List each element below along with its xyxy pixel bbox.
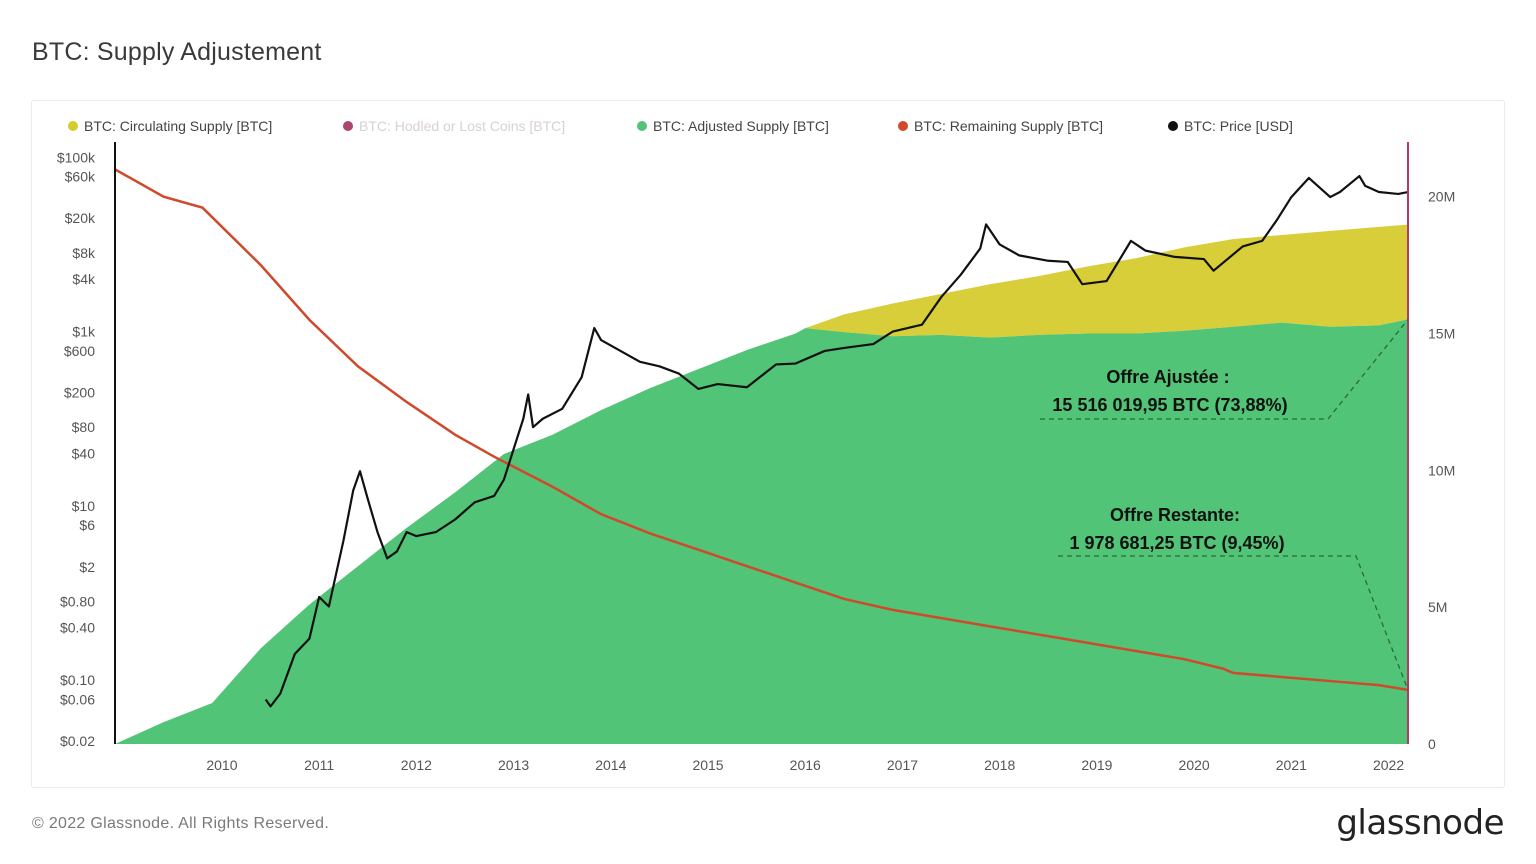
- legend-item-1: BTC: Circulating Supply [BTC]: [68, 118, 272, 134]
- left-tick-label-11: $10: [72, 498, 96, 514]
- x-tick-label-2014: 2014: [595, 757, 626, 773]
- right-tick-label-3: 10M: [1428, 462, 1455, 478]
- chart-frame: [31, 100, 1505, 788]
- x-tick-label-2017: 2017: [887, 757, 918, 773]
- left-tick-label-3: $20k: [65, 210, 96, 226]
- line-price: [264, 174, 1409, 708]
- left-tick-label-10: $40: [72, 445, 96, 461]
- legend-swatch-4: [898, 121, 908, 131]
- left-tick-label-14: $0.80: [60, 593, 95, 609]
- series-lines: [114, 168, 1409, 708]
- annotation-remaining-leader: [1058, 555, 1409, 691]
- x-tick-label-2012: 2012: [401, 757, 432, 773]
- line-remaining-supply: [114, 168, 1409, 692]
- x-tick-label-2011: 2011: [304, 757, 334, 773]
- left-tick-label-5: $4k: [72, 271, 96, 287]
- glassnode-logo[interactable]: glassnode: [1336, 803, 1504, 843]
- right-tick-label-1: 20M: [1428, 189, 1455, 205]
- left-tick-label-6: $1k: [72, 324, 96, 340]
- copyright-text: © 2022 Glassnode. All Rights Reserved.: [32, 815, 330, 832]
- x-tick-label-2013: 2013: [498, 757, 529, 773]
- chart-title: BTC: Supply Adjustement: [32, 38, 322, 66]
- annotation-adjusted-value: 15 516 019,95 BTC (73,88%): [1052, 395, 1287, 415]
- legend-label-1: BTC: Circulating Supply [BTC]: [84, 118, 272, 134]
- axes: 2010 2011 2012 2013 2014 2015 2016 2017 2018 2019…: [57, 142, 1455, 773]
- legend-swatch-1: [68, 121, 78, 131]
- x-tick-label-2020: 2020: [1179, 757, 1210, 773]
- legend-label-4: BTC: Remaining Supply [BTC]: [914, 118, 1103, 134]
- left-tick-label-16: $0.10: [60, 672, 95, 688]
- left-tick-label-13: $2: [79, 559, 95, 575]
- left-tick-label-18: $0.02: [60, 733, 95, 749]
- legend-item-3: BTC: Adjusted Supply [BTC]: [637, 118, 829, 134]
- left-tick-label-2: $60k: [65, 169, 96, 185]
- legend-swatch-3: [637, 121, 647, 131]
- right-tick-label-2: 15M: [1428, 326, 1455, 342]
- x-tick-label-2022: 2022: [1373, 757, 1404, 773]
- legend-item-5: BTC: Price [USD]: [1168, 118, 1293, 134]
- x-tick-label-2015: 2015: [692, 757, 723, 773]
- annotation-adjusted-leader: [1040, 319, 1409, 420]
- left-tick-label-4: $8k: [72, 245, 96, 261]
- annotation-remaining-title: Offre Restante:: [1110, 505, 1240, 525]
- legend-swatch-5: [1168, 121, 1178, 131]
- annotation-remaining-value: 1 978 681,25 BTC (9,45%): [1069, 533, 1284, 553]
- x-tick-label-2021: 2021: [1276, 757, 1307, 773]
- left-tick-label-12: $6: [79, 517, 95, 533]
- left-tick-label-17: $0.06: [60, 691, 95, 707]
- legend-swatch-2: [343, 121, 353, 131]
- legend-label-3: BTC: Adjusted Supply [BTC]: [653, 118, 829, 134]
- legend-item-4: BTC: Remaining Supply [BTC]: [898, 118, 1103, 134]
- legend-label-2: BTC: Hodled or Lost Coins [BTC]: [359, 118, 565, 134]
- left-tick-label-7: $600: [64, 343, 95, 359]
- annotations: Offre Ajustée : 15 516 019,95 BTC (73,88%…: [1040, 319, 1409, 691]
- right-tick-label-5: 0: [1428, 736, 1436, 752]
- legend-item-2: BTC: Hodled or Lost Coins [BTC]: [343, 118, 565, 134]
- x-tick-label-2010: 2010: [206, 757, 237, 773]
- annotation-adjusted-title: Offre Ajustée :: [1106, 367, 1229, 387]
- right-tick-label-4: 5M: [1428, 599, 1447, 615]
- left-tick-label-15: $0.40: [60, 620, 95, 636]
- legend: BTC: Circulating Supply [BTC] BTC: Hodled…: [68, 118, 1293, 134]
- x-tick-label-2018: 2018: [984, 757, 1015, 773]
- left-tick-label-1: $100k: [57, 149, 96, 165]
- left-tick-label-9: $80: [72, 419, 96, 435]
- x-tick-label-2016: 2016: [790, 757, 821, 773]
- legend-label-5: BTC: Price [USD]: [1184, 118, 1293, 134]
- area-adjusted-supply: [115, 319, 1408, 744]
- left-tick-label-8: $200: [64, 385, 95, 401]
- x-tick-label-2019: 2019: [1081, 757, 1112, 773]
